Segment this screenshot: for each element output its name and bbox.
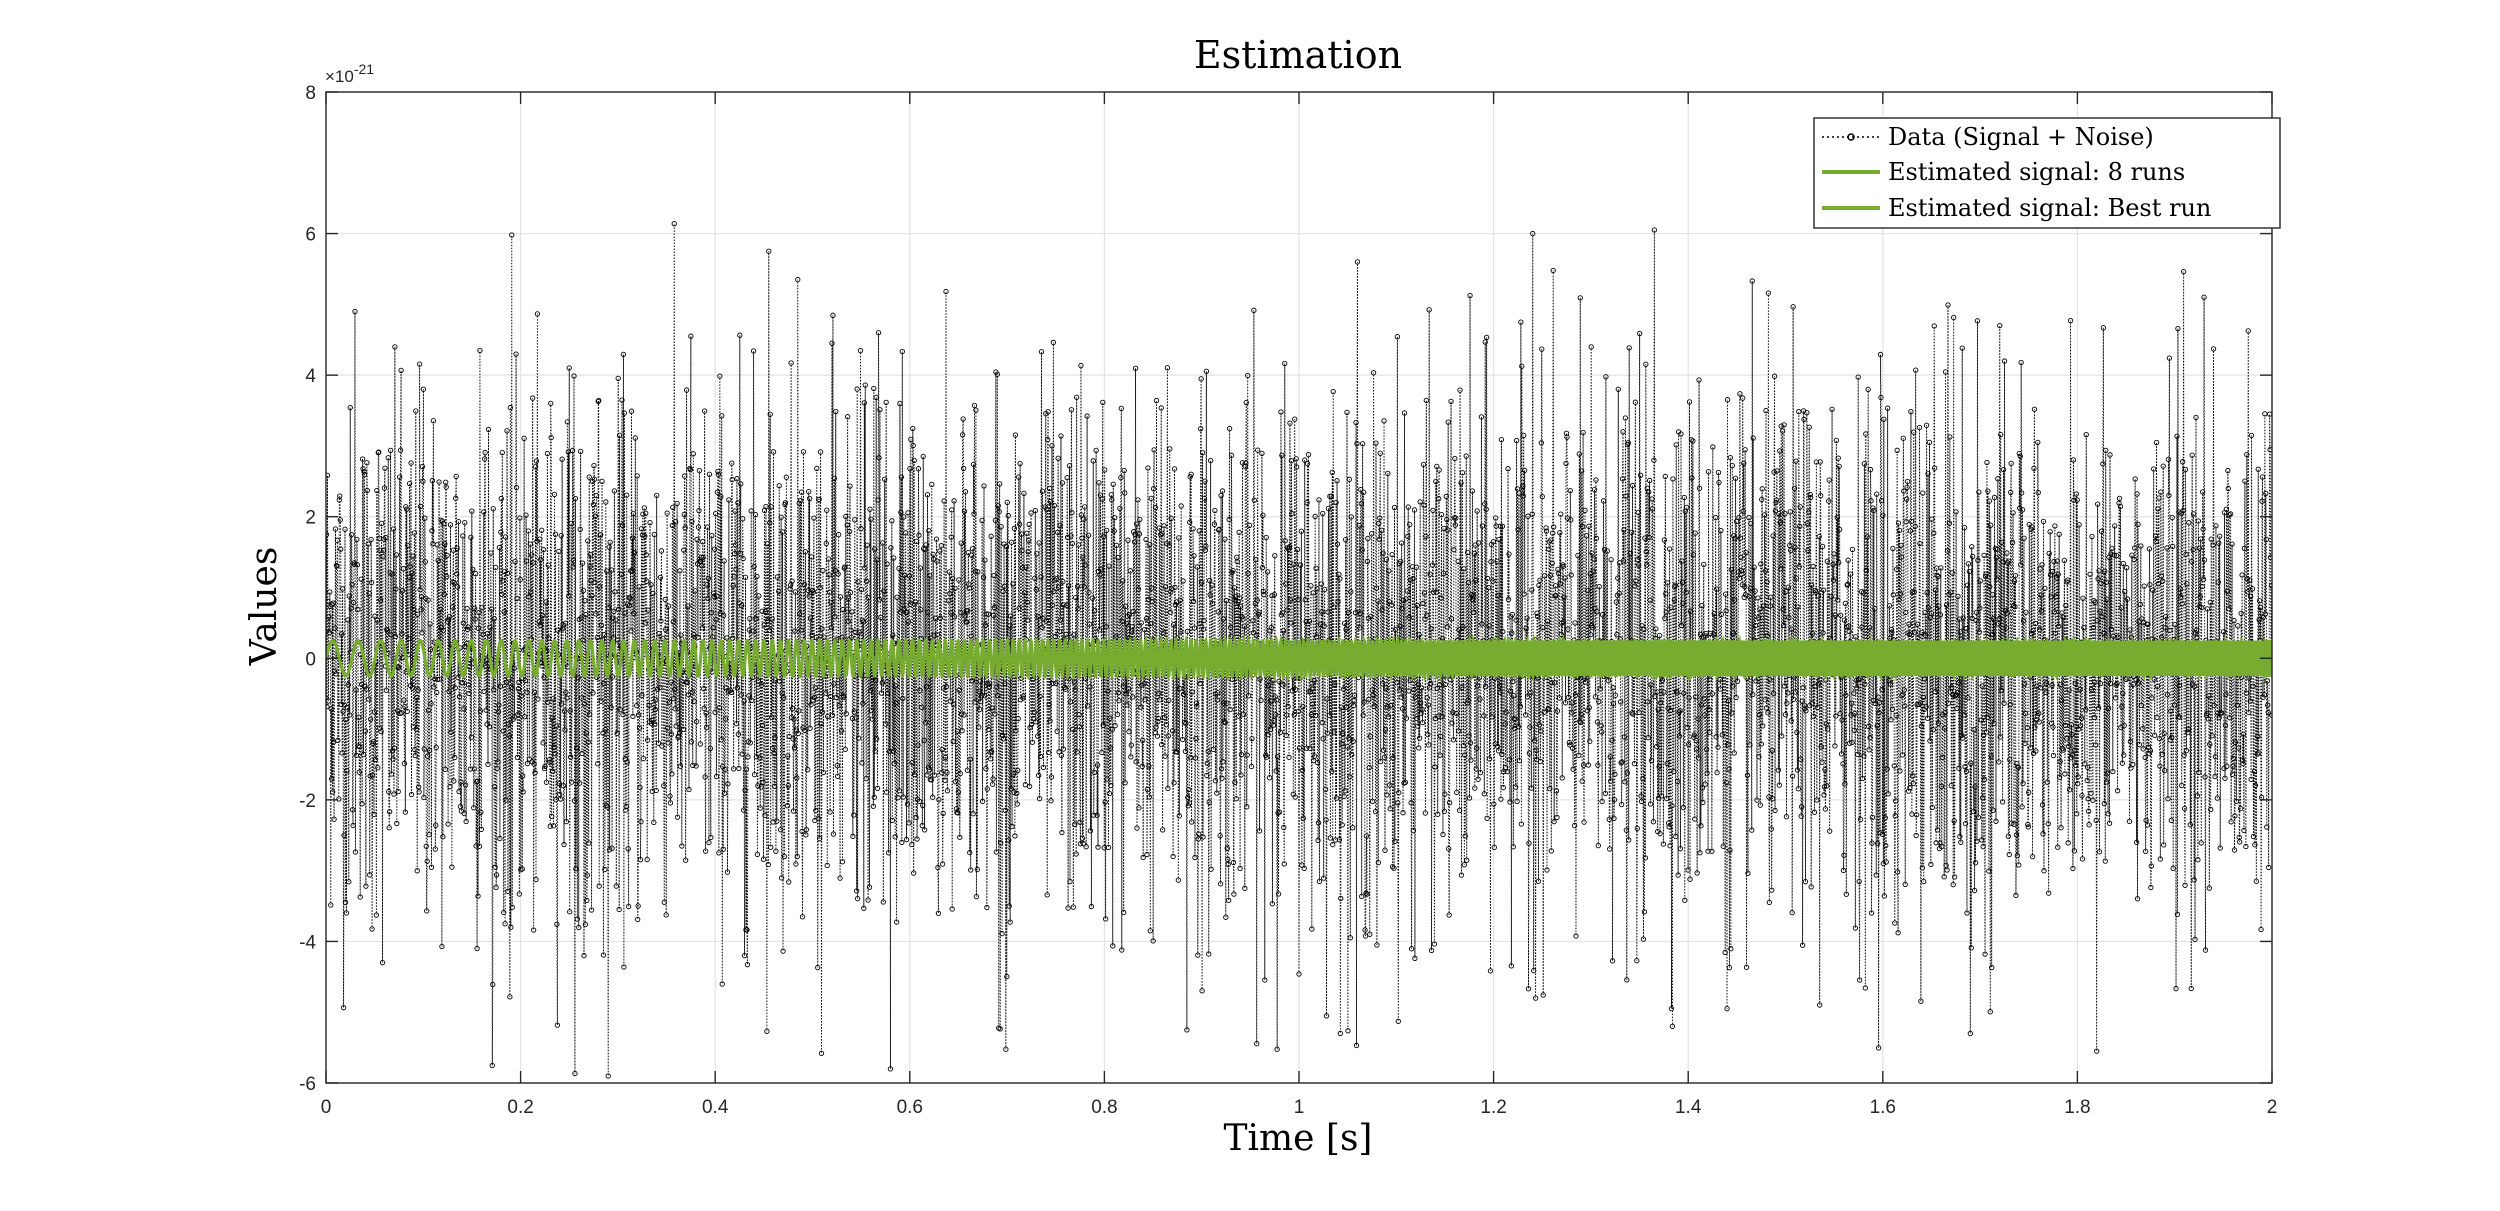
chart-title: Estimation (1194, 33, 1402, 77)
